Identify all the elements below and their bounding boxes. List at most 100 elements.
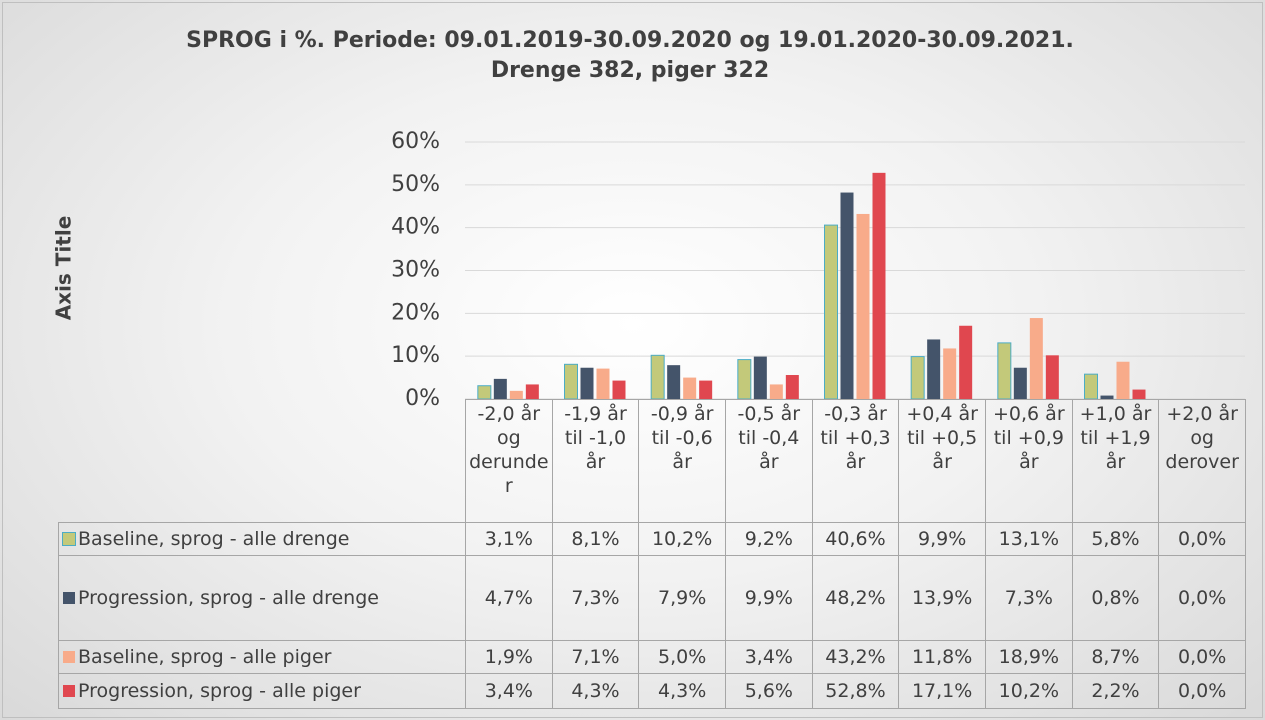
bar — [580, 367, 594, 399]
y-tick-label: 40% — [391, 215, 440, 240]
data-table-value: 0,0% — [1158, 522, 1246, 556]
bar — [596, 368, 610, 399]
bar — [1132, 389, 1146, 399]
data-table-value: 4,7% — [465, 555, 553, 641]
y-tick-label: 50% — [391, 172, 440, 197]
data-table-value: 5,0% — [638, 640, 726, 674]
y-tick-label: 0% — [405, 386, 440, 411]
category-label: -0,9 år til -0,6 år — [638, 399, 726, 523]
category-label: +1,0 år til +1,9 år — [1071, 399, 1160, 523]
bar — [525, 384, 539, 399]
data-table-value: 13,1% — [985, 522, 1073, 556]
legend-label: Progression, sprog - alle drenge — [78, 587, 379, 609]
y-tick-label: 10% — [391, 343, 440, 368]
data-table-value: 13,9% — [898, 555, 986, 641]
bar — [477, 385, 492, 400]
category-label: -0,5 år til -0,4 år — [725, 399, 813, 523]
data-table-value: 9,9% — [898, 522, 986, 556]
legend-label: Baseline, sprog - alle drenge — [78, 528, 350, 550]
bar — [1013, 367, 1027, 399]
bar — [667, 365, 681, 399]
y-tick-label: 60% — [391, 129, 440, 154]
bar — [612, 380, 626, 399]
bar — [1029, 318, 1043, 399]
legend-entry: Baseline, sprog - alle drenge — [58, 522, 466, 556]
bar — [1045, 355, 1059, 399]
bar — [1084, 373, 1098, 400]
y-tick-label: 30% — [391, 258, 440, 283]
data-table-value: 9,2% — [725, 522, 813, 556]
data-table-value: 4,3% — [551, 673, 640, 709]
data-table-value: 48,2% — [811, 555, 900, 641]
bar — [959, 325, 973, 399]
legend-swatch — [63, 592, 75, 604]
bar — [927, 339, 941, 399]
bar — [856, 213, 870, 399]
data-table-value: 1,9% — [465, 640, 553, 674]
data-table-value: 3,1% — [465, 522, 553, 556]
data-table-value: 10,2% — [985, 673, 1073, 709]
bar — [910, 356, 925, 400]
data-table-value: 40,6% — [811, 522, 900, 556]
bar — [785, 375, 799, 399]
data-table-value: 9,9% — [725, 555, 813, 641]
bar — [650, 354, 665, 400]
bar — [564, 363, 578, 400]
category-label: -0,3 år til +0,3 år — [811, 399, 900, 523]
data-table-value: 0,0% — [1158, 673, 1246, 709]
legend-swatch — [63, 651, 75, 663]
data-table-value: 8,1% — [551, 522, 640, 556]
bar — [943, 348, 957, 399]
legend-label: Baseline, sprog - alle piger — [78, 646, 332, 668]
category-label: +0,4 år til +0,5 år — [898, 399, 986, 523]
category-label: +2,0 år og derover — [1158, 399, 1246, 523]
legend-label: Progression, sprog - alle piger — [78, 680, 361, 702]
data-table-value: 5,6% — [725, 673, 813, 709]
data-table-value: 2,2% — [1071, 673, 1160, 709]
data-table-value: 43,2% — [811, 640, 900, 674]
bar — [872, 172, 886, 399]
data-table-value: 3,4% — [725, 640, 813, 674]
legend-entry: Progression, sprog - alle piger — [58, 673, 466, 709]
category-label: +0,6 år til +0,9 år — [985, 399, 1073, 523]
data-table-value: 0,0% — [1158, 640, 1246, 674]
bar — [699, 380, 713, 399]
data-table-value: 8,7% — [1071, 640, 1160, 674]
data-table-value: 5,8% — [1071, 522, 1160, 556]
chart-title: SPROG i %. Periode: 09.01.2019-30.09.202… — [186, 28, 1074, 83]
data-table-value: 11,8% — [898, 640, 986, 674]
legend-swatch — [62, 532, 76, 546]
bar — [824, 224, 838, 400]
data-table-value: 3,4% — [465, 673, 553, 709]
data-table-value: 7,1% — [551, 640, 640, 674]
bar — [509, 390, 523, 399]
category-label: -1,9 år til -1,0 år — [551, 399, 640, 523]
bar — [840, 192, 854, 399]
data-table-value: 7,3% — [985, 555, 1073, 641]
data-table-value: 18,9% — [985, 640, 1073, 674]
bar — [753, 356, 767, 399]
bar — [737, 359, 752, 400]
bar — [769, 384, 783, 399]
data-table-value: 10,2% — [638, 522, 726, 556]
y-axis-title: Axis Title — [52, 216, 76, 321]
data-table-value: 17,1% — [898, 673, 986, 709]
data-table-value: 52,8% — [811, 673, 900, 709]
legend-entry: Baseline, sprog - alle piger — [58, 640, 466, 674]
y-tick-label: 20% — [391, 300, 440, 325]
data-table-value: 4,3% — [638, 673, 726, 709]
bar — [997, 342, 1012, 400]
bar — [1100, 395, 1114, 399]
data-table-value: 0,0% — [1158, 555, 1246, 641]
bar — [1116, 361, 1130, 399]
data-table-value: 7,3% — [551, 555, 640, 641]
legend-swatch — [63, 685, 75, 697]
legend-entry: Progression, sprog - alle drenge — [58, 555, 466, 641]
bar — [683, 377, 697, 399]
data-table-value: 7,9% — [638, 555, 726, 641]
bar — [493, 378, 507, 399]
category-label: -2,0 år og derunder — [465, 399, 553, 523]
data-table-value: 0,8% — [1071, 555, 1160, 641]
